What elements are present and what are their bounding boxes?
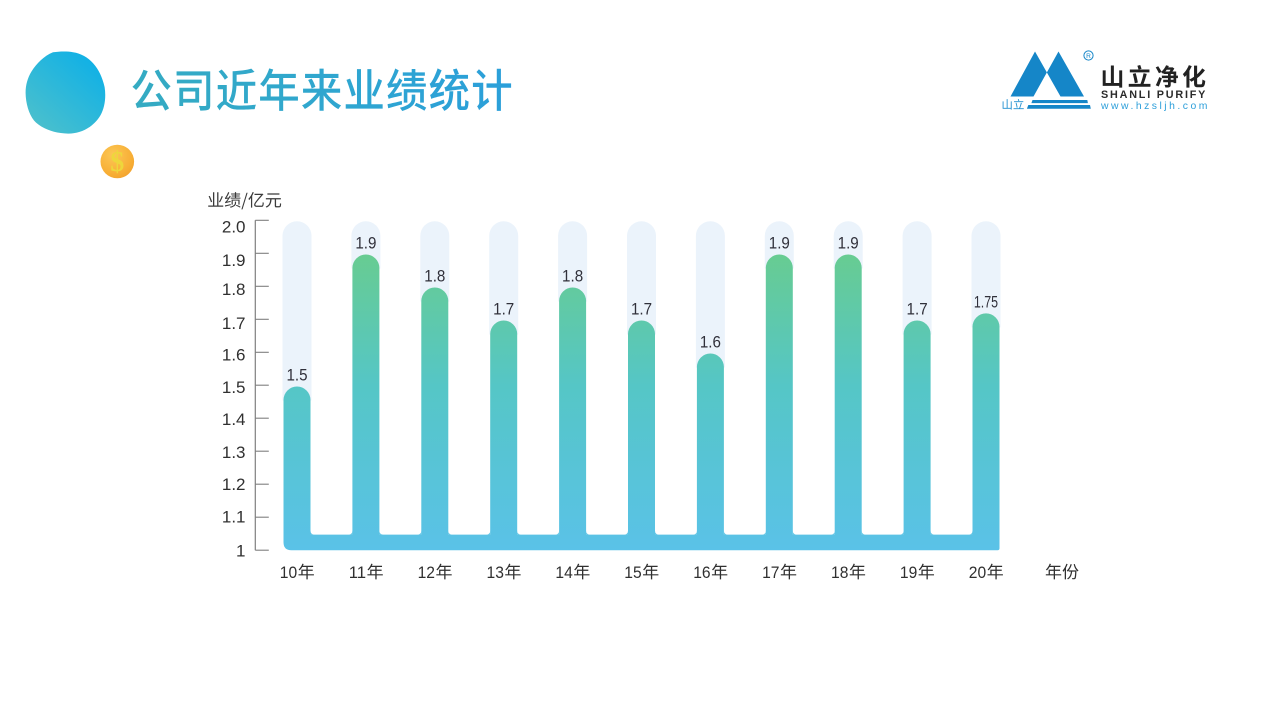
svg-text:1.1: 1.1 — [222, 507, 246, 526]
svg-text:1.6: 1.6 — [700, 334, 721, 352]
svg-text:1.9: 1.9 — [769, 235, 790, 253]
svg-text:19: 19 — [900, 563, 917, 582]
svg-text:1.9: 1.9 — [838, 235, 859, 253]
svg-text:1.8: 1.8 — [562, 268, 583, 286]
svg-text:1.6: 1.6 — [222, 346, 246, 365]
svg-text:2.0: 2.0 — [222, 218, 246, 237]
svg-text:13: 13 — [487, 563, 504, 582]
svg-text:1.7: 1.7 — [907, 301, 928, 319]
svg-text:1.8: 1.8 — [424, 268, 445, 286]
svg-text:1.7: 1.7 — [631, 301, 652, 319]
svg-text:www.hzsljh.com: www.hzsljh.com — [1100, 101, 1210, 112]
svg-text:17: 17 — [762, 563, 779, 582]
svg-text:18: 18 — [831, 563, 848, 582]
svg-text:14: 14 — [555, 563, 572, 582]
svg-text:1.2: 1.2 — [222, 475, 246, 494]
svg-text:1: 1 — [236, 542, 245, 561]
svg-text:1.4: 1.4 — [222, 410, 246, 429]
svg-text:11: 11 — [349, 563, 366, 582]
svg-text:R: R — [1086, 53, 1091, 60]
svg-text:20: 20 — [969, 563, 986, 582]
svg-text:1.9: 1.9 — [355, 235, 376, 253]
svg-text:$: $ — [110, 147, 124, 178]
svg-text:SHANLI PURIFY: SHANLI PURIFY — [1101, 89, 1207, 101]
svg-text:1.8: 1.8 — [222, 280, 246, 299]
svg-text:1.3: 1.3 — [222, 443, 246, 462]
svg-text:1.7: 1.7 — [222, 314, 246, 333]
svg-text:16: 16 — [693, 563, 710, 582]
svg-text:15: 15 — [624, 563, 641, 582]
svg-text:1.5: 1.5 — [222, 378, 246, 397]
svg-text:1.7: 1.7 — [493, 301, 514, 319]
svg-text:1.75: 1.75 — [974, 293, 998, 311]
svg-text:10: 10 — [280, 563, 297, 582]
svg-text:1.9: 1.9 — [222, 251, 246, 270]
svg-text:12: 12 — [418, 563, 435, 582]
svg-text:1.5: 1.5 — [286, 367, 307, 385]
